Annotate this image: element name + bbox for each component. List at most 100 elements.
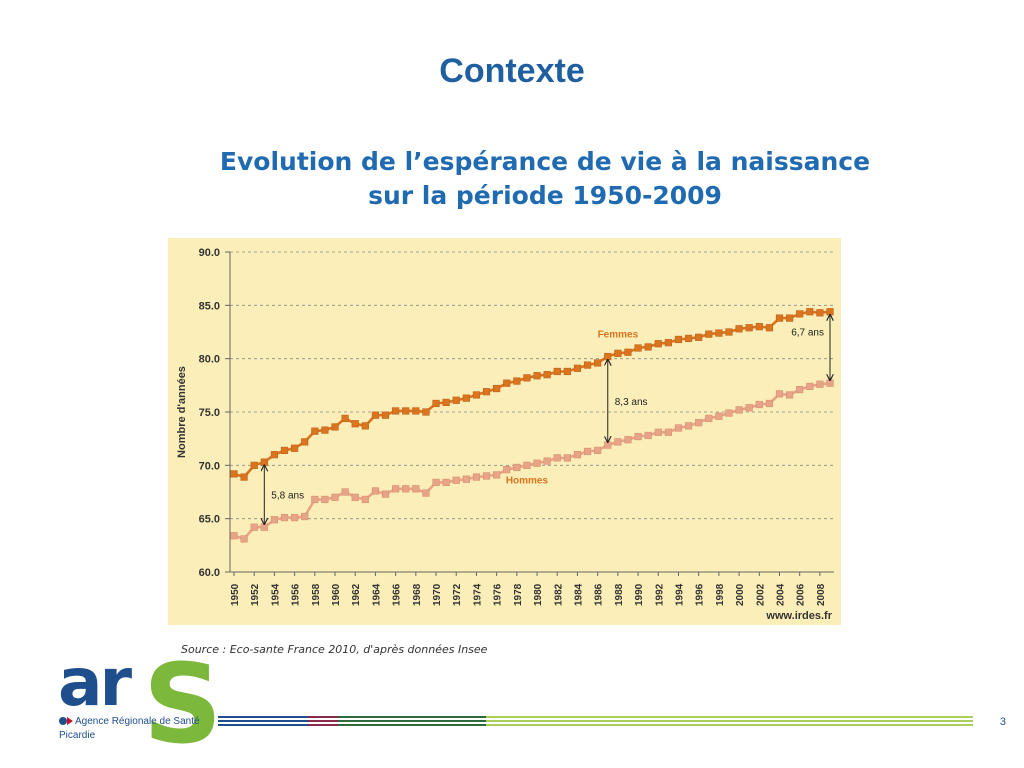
data-point: [240, 473, 248, 481]
data-point: [513, 377, 521, 385]
data-point: [543, 371, 551, 379]
chart-title-line2: sur la période 1950-2009: [368, 181, 722, 210]
data-point: [341, 414, 349, 423]
data-point: [826, 308, 834, 316]
data-point: [664, 428, 672, 436]
data-point: [806, 382, 814, 391]
data-point: [785, 314, 794, 322]
source-note: Source : Eco-sante France 2010, d'après …: [181, 643, 488, 656]
logo-ar-text: ar: [58, 644, 132, 721]
data-point: [563, 454, 571, 462]
data-point: [796, 310, 804, 318]
data-point: [644, 343, 652, 351]
x-tick-label: 1984: [573, 583, 584, 606]
data-point: [674, 335, 683, 344]
y-tick-label: 65.0: [199, 514, 220, 526]
data-point: [583, 447, 592, 456]
page-number: 3: [999, 716, 1006, 728]
data-point: [664, 339, 672, 347]
data-point: [230, 470, 238, 478]
data-point: [715, 329, 723, 337]
data-point: [280, 513, 289, 522]
data-point: [705, 414, 713, 423]
data-point: [816, 380, 824, 388]
x-tick-label: 1990: [634, 583, 645, 606]
data-point: [695, 419, 703, 427]
data-point: [351, 493, 359, 501]
data-point: [482, 472, 491, 480]
y-tick-label: 85.0: [199, 300, 220, 312]
data-point: [452, 396, 460, 404]
y-tick-label: 70.0: [199, 460, 220, 472]
data-point: [321, 426, 329, 434]
data-point: [361, 422, 369, 430]
x-tick-label: 1988: [614, 583, 625, 606]
data-point: [543, 457, 551, 465]
x-tick-label: 1980: [533, 583, 544, 606]
data-point: [311, 427, 319, 435]
y-tick-label: 75.0: [199, 407, 220, 419]
y-tick-label: 90.0: [199, 247, 220, 259]
data-point: [614, 438, 622, 446]
data-point: [775, 314, 784, 322]
data-point: [381, 490, 390, 498]
x-tick-label: 2004: [775, 583, 786, 606]
y-axis-label: Nombre d'années: [176, 366, 188, 458]
data-point: [452, 476, 460, 484]
data-point: [361, 495, 369, 504]
x-tick-label: 1966: [392, 583, 403, 606]
data-point: [735, 325, 743, 333]
data-point: [594, 446, 602, 455]
x-tick-label: 2000: [735, 583, 746, 606]
data-point: [462, 475, 470, 483]
data-point: [735, 406, 743, 414]
x-tick-label: 1974: [472, 583, 483, 606]
x-tick-label: 2002: [755, 583, 766, 606]
x-tick-label: 1960: [331, 583, 342, 606]
data-point: [250, 461, 258, 469]
data-point: [301, 438, 309, 446]
data-point: [442, 478, 450, 487]
data-point: [725, 328, 733, 336]
data-point: [270, 451, 279, 459]
x-tick-label: 1998: [715, 583, 726, 606]
data-point: [785, 391, 794, 399]
data-point: [624, 348, 632, 356]
data-point: [341, 488, 349, 496]
data-point: [563, 367, 571, 376]
y-tick-label: 80.0: [199, 354, 220, 366]
data-point: [614, 349, 622, 357]
logo-s-mark: S: [143, 640, 223, 768]
data-point: [594, 359, 602, 367]
data-point: [725, 409, 733, 417]
data-point: [533, 459, 541, 467]
data-point: [493, 471, 501, 479]
data-point: [573, 451, 582, 459]
logo-agency-label: Agence Régionale de Santé: [75, 716, 200, 727]
data-point: [462, 394, 470, 402]
data-point: [351, 420, 359, 428]
data-point: [270, 516, 279, 524]
chart-title: Evolution de l’espérance de vie à la nai…: [200, 145, 890, 213]
data-point: [260, 458, 268, 466]
data-point: [573, 364, 582, 372]
data-point: [634, 344, 642, 352]
data-point: [684, 422, 693, 430]
data-point: [806, 308, 814, 316]
data-point: [765, 399, 773, 408]
data-point: [392, 407, 400, 415]
data-point: [634, 432, 642, 441]
logo-region-name: Picardie: [59, 730, 96, 741]
data-point: [291, 444, 299, 452]
x-tick-label: 1972: [452, 583, 463, 606]
x-tick-label: 1962: [351, 583, 362, 606]
data-point: [371, 487, 380, 495]
x-tick-label: 1968: [412, 583, 423, 606]
data-point: [755, 400, 763, 409]
data-point: [230, 532, 238, 540]
data-point: [523, 374, 531, 382]
data-point: [553, 454, 561, 462]
gap-annotation: 5,8 ans: [271, 491, 304, 502]
data-point: [654, 428, 662, 436]
data-point: [412, 485, 420, 493]
